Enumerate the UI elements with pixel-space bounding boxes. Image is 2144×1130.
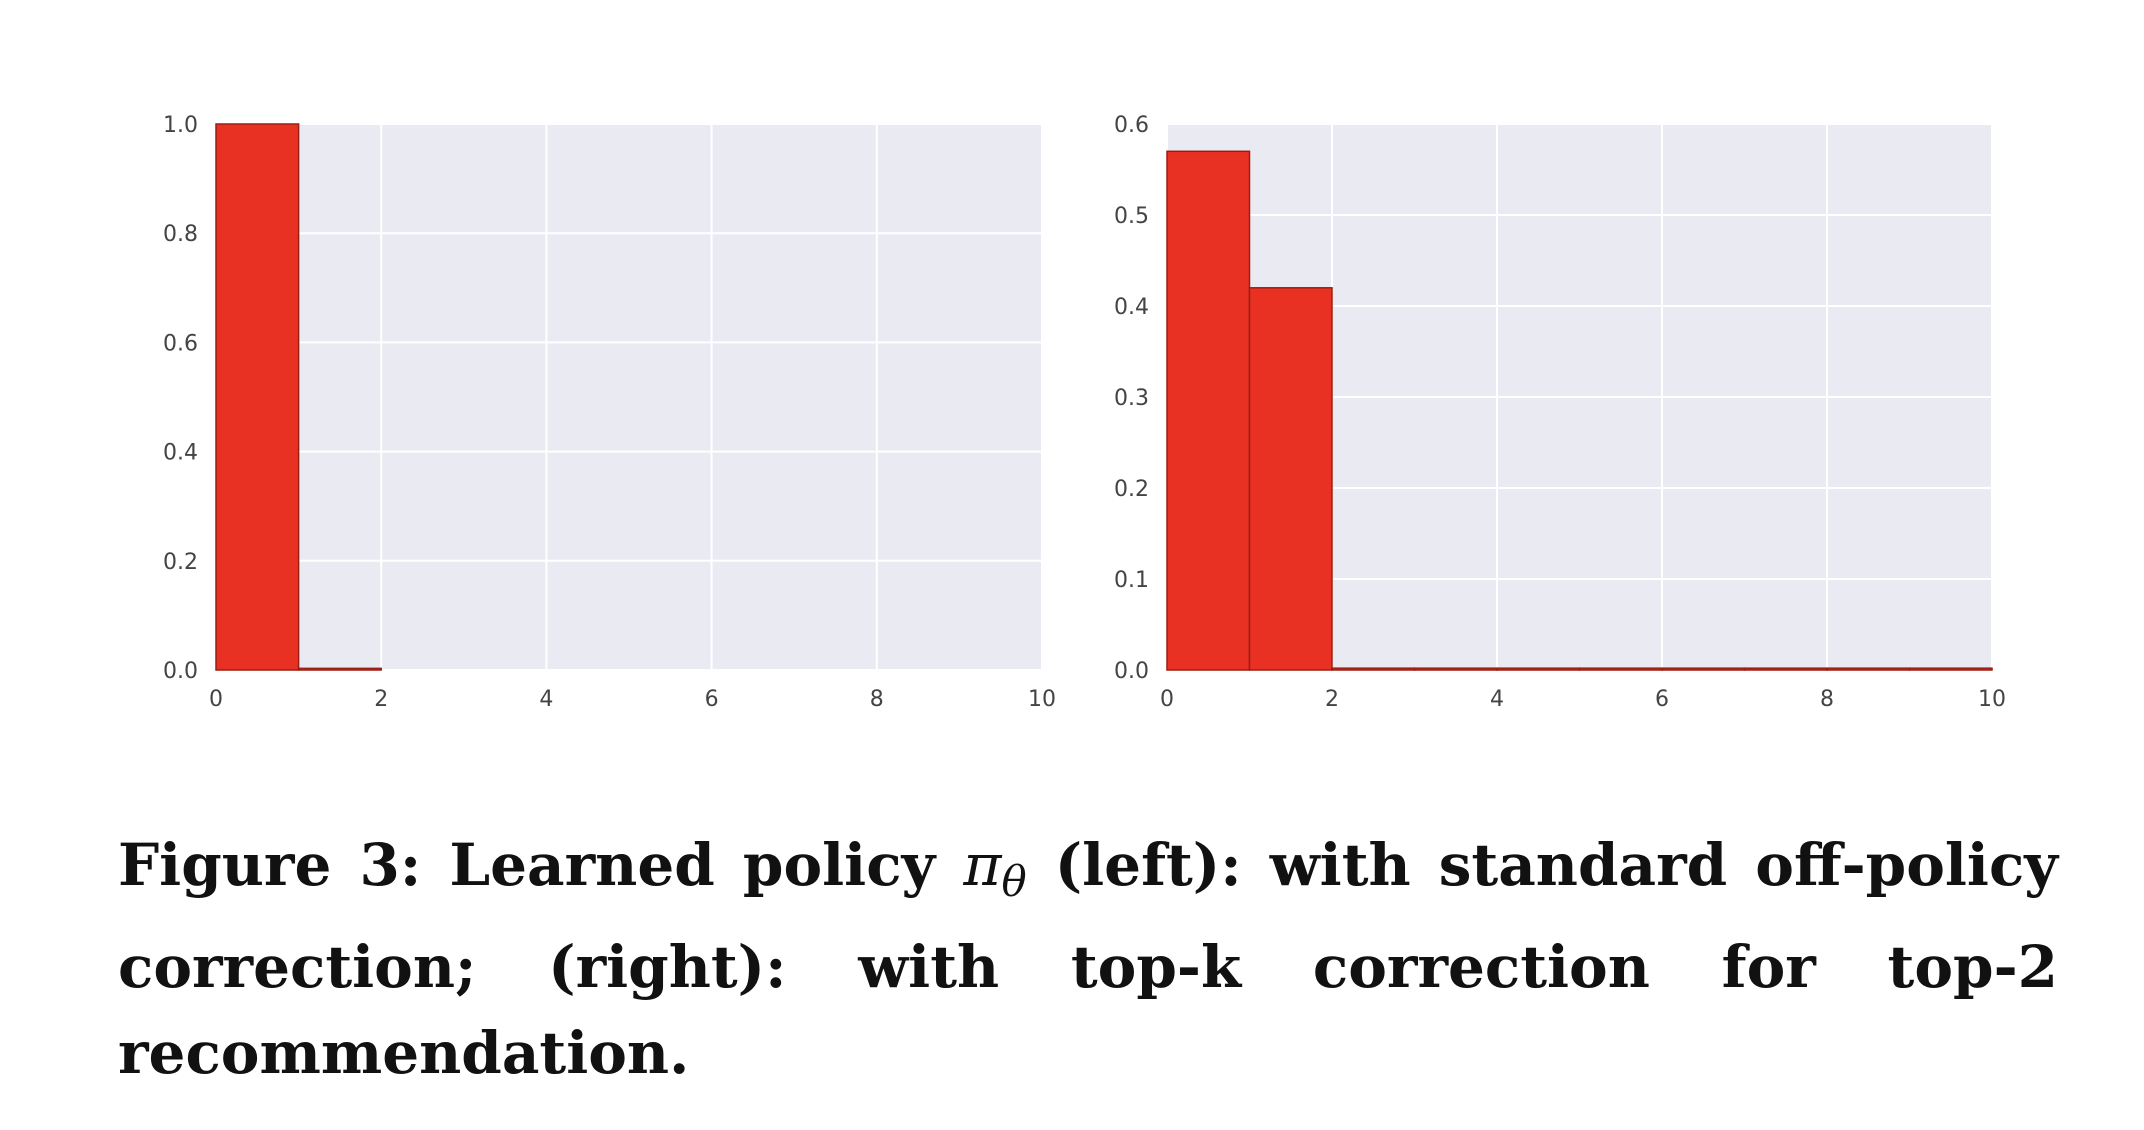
histogram-bar xyxy=(1413,667,1498,671)
x-tick-label: 4 xyxy=(1490,687,1504,712)
x-tick-label: 10 xyxy=(1978,687,2006,712)
y-tick-label: 0.5 xyxy=(1114,204,1149,229)
histogram-bar xyxy=(1908,667,1993,671)
y-tick-label: 0.6 xyxy=(163,331,198,356)
histogram-bar xyxy=(1743,667,1828,671)
y-tick-label: 0.3 xyxy=(1114,386,1149,411)
y-tick-label: 0.6 xyxy=(1114,113,1149,138)
x-tick-label: 2 xyxy=(1325,687,1339,712)
left-chart: 0 2 4 6 8 10 0.0 0.2 0.4 0.6 0.8 1.0 xyxy=(163,113,1056,712)
histogram-bar xyxy=(297,667,382,671)
x-tick-label: 2 xyxy=(374,687,388,712)
y-tick-label: 0.4 xyxy=(1114,295,1149,320)
histogram-bar xyxy=(1826,667,1911,671)
figure-panels: 0 2 4 6 8 10 0.0 0.2 0.4 0.6 0.8 1.0 0 2 4 6 8 10 0.0 0.1 0… xyxy=(163,113,2006,712)
right-chart: 0 2 4 6 8 10 0.0 0.1 0.2 0.3 0.4 0.5 0.6 xyxy=(1114,113,2006,712)
x-tick-label: 4 xyxy=(539,687,553,712)
x-tick-label: 0 xyxy=(1160,687,1174,712)
x-tick-label: 10 xyxy=(1028,687,1056,712)
histogram-bar xyxy=(1578,667,1663,671)
plot-area xyxy=(216,124,1042,670)
y-tick-label: 1.0 xyxy=(163,113,198,138)
caption-label: Figure 3: xyxy=(118,831,422,899)
y-tick-label: 0.4 xyxy=(163,441,198,466)
histogram-bar xyxy=(1496,667,1581,671)
caption-pi-symbol: π xyxy=(963,831,1002,899)
caption-theta-subscript: θ xyxy=(1001,856,1027,906)
y-tick-label: 0.8 xyxy=(163,222,198,247)
x-tick-label: 6 xyxy=(705,687,719,712)
y-tick-label: 0.0 xyxy=(1114,659,1149,684)
x-tick-label: 8 xyxy=(1820,687,1834,712)
y-tick-label: 0.1 xyxy=(1114,568,1149,593)
histogram-bar xyxy=(1248,287,1333,671)
x-tick-label: 8 xyxy=(870,687,884,712)
y-tick-label: 0.0 xyxy=(163,659,198,684)
histogram-bar xyxy=(1661,667,1746,671)
x-tick-label: 6 xyxy=(1655,687,1669,712)
histogram-bar xyxy=(215,123,300,671)
y-tick-label: 0.2 xyxy=(1114,477,1149,502)
figure-caption: Figure 3: Learned policy πθ (left): with… xyxy=(118,822,2058,1096)
y-tick-label: 0.2 xyxy=(163,550,198,575)
x-tick-label: 0 xyxy=(209,687,223,712)
caption-text-before: Learned policy xyxy=(449,831,936,899)
histogram-bar xyxy=(1331,667,1416,671)
histogram-bar xyxy=(1166,150,1251,671)
caption-text-after: (left): with standard off-policy correct… xyxy=(118,831,2058,1088)
